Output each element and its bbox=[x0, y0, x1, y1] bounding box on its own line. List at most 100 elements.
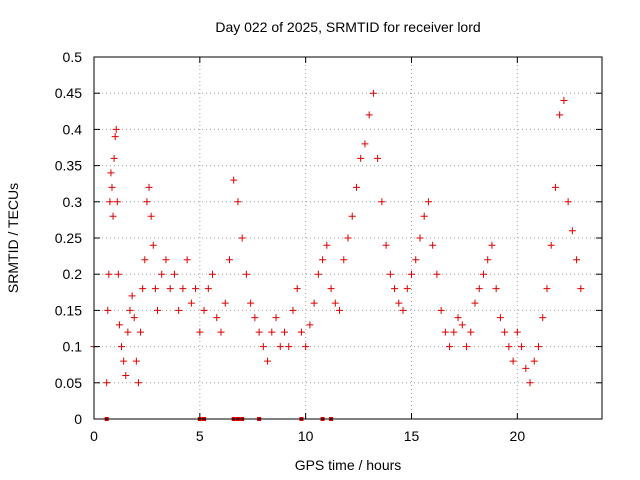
data-points bbox=[90, 89, 585, 387]
data-point bbox=[344, 234, 352, 242]
y-tick-label: 0.2 bbox=[63, 266, 83, 282]
x-tick-label: 0 bbox=[90, 428, 98, 444]
data-point bbox=[429, 241, 437, 249]
data-point bbox=[556, 111, 564, 119]
data-point bbox=[395, 299, 403, 307]
data-point bbox=[225, 256, 233, 264]
data-point bbox=[114, 270, 122, 278]
data-point bbox=[564, 198, 572, 206]
data-point bbox=[302, 343, 310, 351]
data-point bbox=[175, 306, 183, 314]
data-point bbox=[573, 256, 581, 264]
data-point bbox=[412, 256, 420, 264]
data-point bbox=[109, 212, 117, 220]
data-point bbox=[122, 372, 130, 380]
data-point bbox=[310, 299, 318, 307]
data-point bbox=[526, 379, 534, 387]
x-tick-label: 15 bbox=[404, 428, 420, 444]
data-point bbox=[357, 154, 365, 162]
data-point bbox=[484, 256, 492, 264]
data-point bbox=[115, 321, 123, 329]
data-point bbox=[200, 306, 208, 314]
data-point bbox=[496, 314, 504, 322]
data-point bbox=[539, 314, 547, 322]
data-point bbox=[196, 328, 204, 336]
data-point bbox=[158, 270, 166, 278]
data-point bbox=[149, 241, 157, 249]
data-point bbox=[399, 306, 407, 314]
data-point bbox=[242, 270, 250, 278]
data-point bbox=[458, 321, 466, 329]
data-point bbox=[170, 270, 178, 278]
data-point bbox=[141, 256, 149, 264]
data-point bbox=[522, 364, 530, 372]
data-point bbox=[319, 256, 327, 264]
data-point bbox=[285, 343, 293, 351]
y-tick-label: 0.5 bbox=[63, 49, 83, 65]
data-point bbox=[403, 285, 411, 293]
y-tick-label: 0.1 bbox=[63, 339, 83, 355]
data-point bbox=[126, 306, 134, 314]
data-point bbox=[230, 176, 238, 184]
data-point bbox=[530, 357, 538, 365]
data-point bbox=[577, 285, 585, 293]
x-tick-label: 5 bbox=[196, 428, 204, 444]
data-point bbox=[348, 212, 356, 220]
data-point bbox=[139, 285, 147, 293]
data-point bbox=[187, 299, 195, 307]
data-point bbox=[306, 321, 314, 329]
y-tick-label: 0 bbox=[74, 411, 82, 427]
y-tick-labels: 0 0.05 0.1 0.15 0.2 0.25 0.3 0.35 0.4 0.45 0.5 bbox=[55, 49, 82, 427]
data-point bbox=[488, 241, 496, 249]
data-point bbox=[293, 285, 301, 293]
data-point bbox=[454, 314, 462, 322]
data-point bbox=[446, 343, 454, 351]
data-point bbox=[323, 241, 331, 249]
y-tick-label: 0.05 bbox=[55, 375, 82, 391]
data-point bbox=[475, 285, 483, 293]
data-point bbox=[118, 343, 126, 351]
data-point bbox=[130, 314, 138, 322]
data-point bbox=[105, 270, 113, 278]
data-point bbox=[134, 379, 142, 387]
data-point bbox=[272, 314, 280, 322]
y-tick-label: 0.15 bbox=[55, 302, 82, 318]
data-point bbox=[492, 285, 500, 293]
data-point bbox=[416, 234, 424, 242]
data-point bbox=[543, 285, 551, 293]
y-tick-label: 0.4 bbox=[63, 121, 83, 137]
data-point bbox=[128, 292, 136, 300]
data-point bbox=[441, 328, 449, 336]
data-point bbox=[513, 328, 521, 336]
data-point bbox=[560, 96, 568, 104]
axis-ticks bbox=[93, 56, 602, 420]
data-point bbox=[297, 328, 305, 336]
data-point bbox=[551, 183, 559, 191]
data-point bbox=[276, 343, 284, 351]
data-point bbox=[192, 285, 200, 293]
y-tick-label: 0.25 bbox=[55, 230, 82, 246]
x-axis-label: GPS time / hours bbox=[295, 457, 402, 473]
data-point bbox=[268, 328, 276, 336]
data-point bbox=[132, 357, 140, 365]
data-point bbox=[505, 343, 513, 351]
data-point bbox=[336, 306, 344, 314]
y-tick-label: 0.35 bbox=[55, 158, 82, 174]
data-point bbox=[437, 306, 445, 314]
data-point bbox=[463, 343, 471, 351]
data-point bbox=[391, 285, 399, 293]
data-point bbox=[183, 256, 191, 264]
data-point bbox=[251, 314, 259, 322]
data-point bbox=[289, 306, 297, 314]
data-point bbox=[386, 270, 394, 278]
data-point bbox=[331, 299, 339, 307]
data-point bbox=[111, 133, 119, 141]
data-point bbox=[369, 89, 377, 97]
y-tick-label: 0.3 bbox=[63, 194, 83, 210]
data-point bbox=[143, 198, 151, 206]
data-point bbox=[479, 270, 487, 278]
data-point bbox=[124, 328, 132, 336]
data-point bbox=[112, 125, 120, 133]
data-point bbox=[106, 198, 114, 206]
